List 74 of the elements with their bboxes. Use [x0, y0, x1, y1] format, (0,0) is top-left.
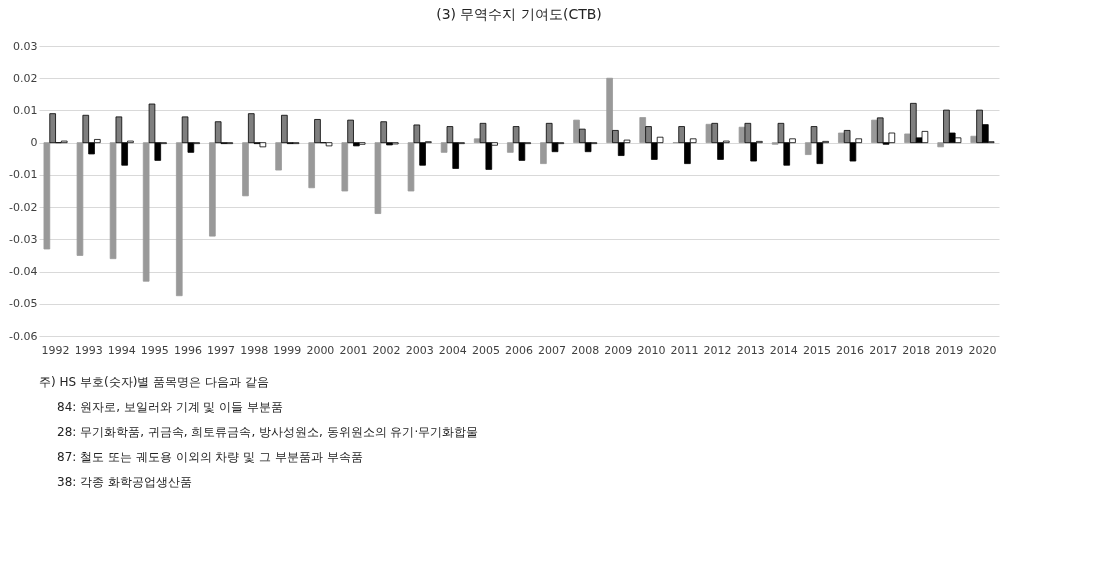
x-tick-label: 2007 [538, 343, 567, 357]
bar [606, 77, 613, 144]
x-tick-label: 2002 [372, 343, 401, 357]
bar [937, 142, 944, 148]
bar [407, 142, 415, 192]
bar [910, 102, 917, 144]
y-tick-label: -0.05 [9, 297, 38, 311]
x-tick-label: 2016 [836, 343, 865, 357]
x-tick-label: 1996 [173, 343, 202, 357]
x-tick-label: 2009 [604, 343, 633, 357]
text: 38: 각종 화학공업생산품 [57, 474, 192, 489]
bar [573, 119, 580, 144]
y-tick-label: 0.01 [13, 103, 38, 117]
bar [247, 113, 255, 144]
bar [109, 142, 117, 260]
bar [43, 142, 51, 250]
bar [341, 142, 349, 192]
bar [209, 142, 216, 237]
y-tick-label: -0.03 [9, 232, 38, 246]
bar [374, 142, 382, 214]
text: 28: 무기화학품, 귀금속, 희토류금속, 방사성원소, 동위원소의 유기·무기화합물 [57, 424, 479, 439]
bar [440, 142, 448, 153]
text: 주) HS 부호(숫자)별 품목명은 다음과 같음 [39, 374, 269, 389]
x-tick-label: 2000 [306, 343, 335, 357]
x-tick-label: 2008 [571, 343, 600, 357]
bar [142, 142, 150, 282]
bar [904, 133, 911, 144]
x-tick-label: 1999 [273, 343, 302, 357]
x-tick-label: 2013 [736, 343, 765, 357]
bar [540, 142, 547, 165]
text: 84: 원자로, 보일러와 기계 및 이들 부분품 [57, 399, 284, 414]
x-tick-label: 1994 [107, 343, 136, 357]
bar [175, 142, 183, 297]
y-tick-label: -0.04 [9, 265, 38, 279]
bar [308, 142, 315, 189]
bar [838, 132, 845, 144]
x-tick-label: 2012 [703, 343, 732, 357]
y-tick-label: 0 [30, 136, 38, 150]
x-tick-label: 1995 [140, 343, 169, 357]
y-tick-label: 0.02 [13, 71, 38, 85]
y-tick-label: -0.01 [9, 168, 38, 182]
y-tick-label: -0.06 [9, 329, 38, 343]
x-tick-label: 2003 [405, 343, 434, 357]
x-tick-label: 2001 [339, 343, 368, 357]
bar [738, 126, 746, 144]
bar [507, 142, 514, 153]
bar [281, 114, 288, 144]
y-tick-label: 0.03 [13, 39, 38, 53]
bar [76, 142, 84, 256]
y-tick-label: -0.02 [9, 200, 38, 214]
x-tick-label: 1998 [240, 343, 269, 357]
x-tick-label: 2010 [637, 343, 666, 357]
bar [804, 142, 812, 155]
x-tick-label: 2004 [438, 343, 467, 357]
chart-title: (3) 무역수지 기여도(CTB) [436, 6, 602, 22]
bar [275, 142, 282, 171]
x-tick-label: 2015 [802, 343, 831, 357]
bar [705, 123, 713, 144]
x-tick-label: 2017 [869, 343, 898, 357]
x-tick-label: 1993 [74, 343, 103, 357]
x-tick-label: 2005 [471, 343, 500, 357]
bar [242, 142, 249, 197]
x-tick-label: 1997 [207, 343, 236, 357]
x-tick-label: 2014 [769, 343, 798, 357]
x-tick-label: 2006 [505, 343, 533, 357]
x-tick-label: 2020 [968, 343, 997, 357]
x-tick-label: 2018 [902, 343, 931, 357]
x-tick-label: 2011 [670, 343, 699, 357]
bar [871, 119, 878, 144]
bar [639, 117, 647, 144]
x-tick-label: 2019 [935, 343, 964, 357]
text: 87: 철도 또는 궤도용 이외의 차량 및 그 부분품과 부속품 [57, 449, 363, 464]
x-tick-label: 1992 [41, 343, 70, 357]
bar [214, 121, 222, 144]
